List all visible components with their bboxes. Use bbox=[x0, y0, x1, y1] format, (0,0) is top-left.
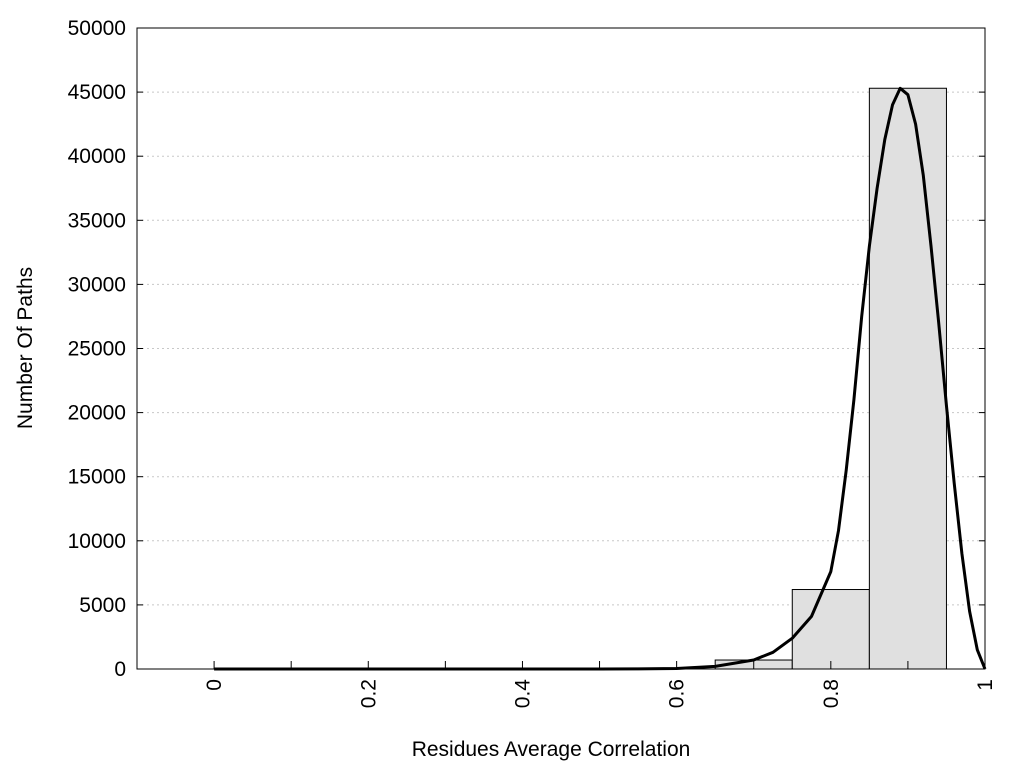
y-tick-label: 25000 bbox=[68, 338, 126, 361]
x-axis-title: Residues Average Correlation bbox=[412, 738, 691, 761]
y-tick-label: 30000 bbox=[68, 273, 126, 296]
y-axis-ticks: 0 5000 10000 15000 20000 25000 30000 35000 40000… bbox=[68, 17, 985, 681]
x-axis-ticks: 0 0.2 0.4 0.6 0.8 1 bbox=[203, 661, 997, 708]
histogram-bar bbox=[791, 589, 870, 670]
x-tick-label: 0.6 bbox=[666, 679, 689, 708]
histogram-bar bbox=[868, 87, 947, 670]
y-tick-label: 45000 bbox=[68, 81, 126, 104]
x-tick-label: 0.2 bbox=[357, 679, 380, 708]
y-tick-label: 50000 bbox=[68, 17, 126, 40]
grid-lines bbox=[137, 91, 985, 606]
y-tick-label: 0 bbox=[114, 658, 126, 681]
y-tick-label: 10000 bbox=[68, 530, 126, 553]
x-tick-label: 0.4 bbox=[511, 679, 534, 709]
y-axis-title: Number Of Paths bbox=[14, 267, 37, 429]
y-tick-label: 5000 bbox=[79, 594, 126, 617]
fit-curve-line bbox=[214, 86, 987, 671]
x-tick-label: 1 bbox=[974, 679, 997, 691]
y-tick-label: 35000 bbox=[68, 209, 126, 232]
y-tick-label: 40000 bbox=[68, 145, 126, 168]
x-tick-label: 0.8 bbox=[820, 679, 843, 708]
y-tick-label: 20000 bbox=[68, 402, 126, 425]
x-tick-label: 0 bbox=[203, 679, 226, 691]
y-tick-label: 15000 bbox=[68, 466, 126, 489]
histogram-bars bbox=[714, 87, 947, 670]
